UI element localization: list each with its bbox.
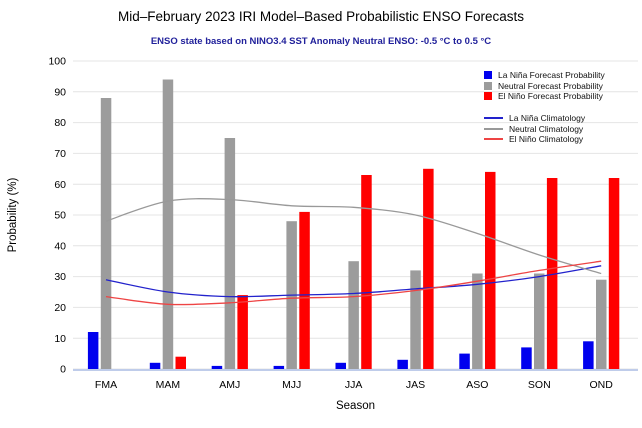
x-axis-title: Season — [336, 400, 375, 412]
legend-label: La Niña Climatology — [509, 113, 586, 124]
legend-item-la-nina-climatology: La Niña Climatology — [484, 113, 605, 124]
neutral-swatch-icon — [484, 81, 492, 90]
bar-el-ni-o-OND — [608, 178, 620, 369]
y-tick-label: 30 — [54, 271, 66, 283]
legend-item-neutral-climatology: Neutral Climatology — [484, 123, 605, 134]
legend-item-el-nino-climatology: El Niño Climatology — [484, 134, 605, 145]
x-tick-label: SON — [528, 379, 551, 391]
y-tick-label: 100 — [48, 56, 66, 68]
la-nina-line-icon — [484, 117, 503, 120]
x-tick-label: MAM — [156, 379, 181, 391]
bar-neutral-FMA — [100, 98, 112, 369]
bar-la-ni-a-MAM — [149, 362, 161, 369]
bar-el-ni-o-AMJ — [237, 295, 248, 369]
legend-item-el-nino-forecast: El Niño Forecast Probability — [484, 91, 605, 102]
x-tick-label: MJJ — [282, 379, 301, 391]
bar-el-ni-o-JJA — [361, 175, 372, 369]
la-nina-swatch-icon — [484, 71, 492, 80]
line-la-ni-a-climatology — [105, 265, 602, 298]
el-nino-line-icon — [484, 138, 503, 141]
bar-la-ni-a-JAS — [397, 359, 408, 369]
legend-label: El Niño Forecast Probability — [498, 91, 603, 102]
y-tick-label: 40 — [54, 240, 66, 252]
x-tick-label: JAS — [406, 379, 425, 391]
bar-neutral-ASO — [472, 273, 483, 369]
bar-el-ni-o-MAM — [175, 356, 186, 369]
y-tick-label: 70 — [54, 148, 66, 160]
bar-la-ni-a-ASO — [459, 353, 470, 369]
chart-subtitle: ENSO state based on NINO3.4 SST Anomaly … — [150, 36, 492, 47]
bar-neutral-OND — [596, 279, 607, 369]
bar-neutral-MAM — [162, 79, 174, 369]
legend-label: El Niño Climatology — [509, 134, 584, 145]
bar-la-ni-a-SON — [521, 347, 532, 369]
bar-neutral-JJA — [348, 261, 359, 369]
y-tick-label: 0 — [60, 364, 66, 376]
legend-label: La Niña Forecast Probability — [498, 70, 605, 81]
x-tick-label: JJA — [345, 379, 363, 391]
bar-neutral-JAS — [410, 270, 421, 369]
x-tick-label: AMJ — [219, 379, 240, 391]
line-el-ni-o-climatology — [105, 260, 602, 306]
legend-item-neutral-forecast: Neutral Forecast Probability — [484, 81, 605, 92]
legend-spacer — [484, 102, 605, 113]
bar-la-ni-a-OND — [583, 341, 594, 369]
bar-neutral-SON — [534, 273, 545, 369]
bar-la-ni-a-JJA — [335, 362, 346, 369]
line-neutral-climatology — [105, 198, 602, 275]
legend-label: Neutral Climatology — [509, 123, 584, 134]
bar-la-ni-a-MJJ — [273, 365, 285, 369]
y-tick-label: 60 — [54, 179, 66, 191]
neutral-line-icon — [484, 127, 503, 130]
x-tick-label: ASO — [466, 379, 488, 391]
x-tick-label: FMA — [95, 379, 117, 391]
legend-label: Neutral Forecast Probability — [498, 80, 603, 91]
el-nino-swatch-icon — [484, 92, 492, 101]
bar-el-ni-o-SON — [546, 178, 558, 369]
bar-la-ni-a-FMA — [87, 332, 99, 369]
y-axis-title: Probability (%) — [7, 177, 19, 252]
y-tick-label: 10 — [54, 333, 66, 345]
legend: La Niña Forecast Probability Neutral For… — [484, 70, 605, 145]
x-tick-label: OND — [590, 379, 614, 391]
chart-title: Mid–February 2023 IRI Model–Based Probab… — [118, 9, 524, 24]
y-tick-label: 90 — [54, 86, 66, 98]
y-tick-label: 20 — [54, 302, 66, 314]
bar-el-ni-o-JAS — [423, 168, 434, 369]
legend-item-la-nina-forecast: La Niña Forecast Probability — [484, 70, 605, 81]
bar-la-ni-a-AMJ — [211, 365, 223, 369]
bar-neutral-AMJ — [224, 138, 236, 369]
y-tick-label: 50 — [54, 210, 66, 222]
bar-el-ni-o-ASO — [485, 171, 496, 369]
y-tick-label: 80 — [54, 117, 66, 129]
bar-el-ni-o-MJJ — [299, 211, 310, 369]
